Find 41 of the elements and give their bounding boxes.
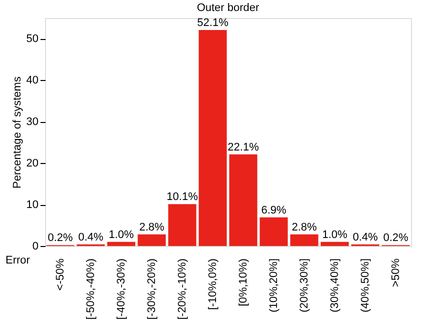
y-tick-label: 20 (26, 158, 38, 170)
y-tick-label: 50 (26, 33, 38, 46)
x-tick-label: (10%,20%] (268, 258, 280, 312)
y-tick-label: 30 (26, 116, 38, 128)
x-tick-label: [-50%,-40%) (84, 258, 97, 320)
bar (107, 242, 136, 246)
x-tick-label: (20%,30%] (298, 258, 310, 312)
bar (168, 204, 196, 246)
x-axis-title: Error (6, 254, 30, 266)
bar (320, 242, 349, 246)
x-tick-label: (30%,40%] (328, 258, 341, 312)
data-label: 22.1% (228, 141, 260, 154)
bar (198, 30, 227, 246)
data-label: 1.0% (108, 228, 134, 241)
data-label: 0.4% (352, 231, 378, 244)
data-label: 0.2% (383, 232, 408, 244)
data-label: 0.4% (78, 231, 104, 244)
x-tick-label: >50% (390, 258, 402, 287)
chart-title: Outer border (196, 2, 260, 14)
data-label: 0.2% (48, 232, 73, 244)
bar (290, 234, 318, 246)
x-tick-label: [-20%,-10%) (176, 258, 188, 320)
data-label: 6.9% (261, 204, 286, 216)
x-tick-label: [-40%,-30%) (115, 258, 128, 320)
y-tick-label: 40 (26, 74, 38, 87)
y-tick-label: 0 (32, 240, 38, 252)
bar (229, 154, 258, 246)
bar (260, 217, 288, 246)
data-label: 1.0% (322, 228, 348, 241)
x-tick-label: (40%,50%] (359, 258, 372, 312)
bar (138, 234, 166, 246)
x-tick-label: [-30%,-20%) (146, 258, 158, 320)
y-tick-label: 10 (26, 199, 38, 212)
x-tick-label: <-50% (54, 258, 66, 291)
x-tick-label: [-10%,0%) (206, 258, 219, 310)
data-label: 52.1% (197, 17, 229, 30)
data-label: 10.1% (166, 191, 198, 204)
y-axis-title: Percentage of systems (11, 76, 24, 188)
data-label: 2.8% (292, 221, 317, 234)
x-tick-label: [0%,10%) (237, 258, 250, 306)
data-label: 2.8% (139, 221, 164, 234)
